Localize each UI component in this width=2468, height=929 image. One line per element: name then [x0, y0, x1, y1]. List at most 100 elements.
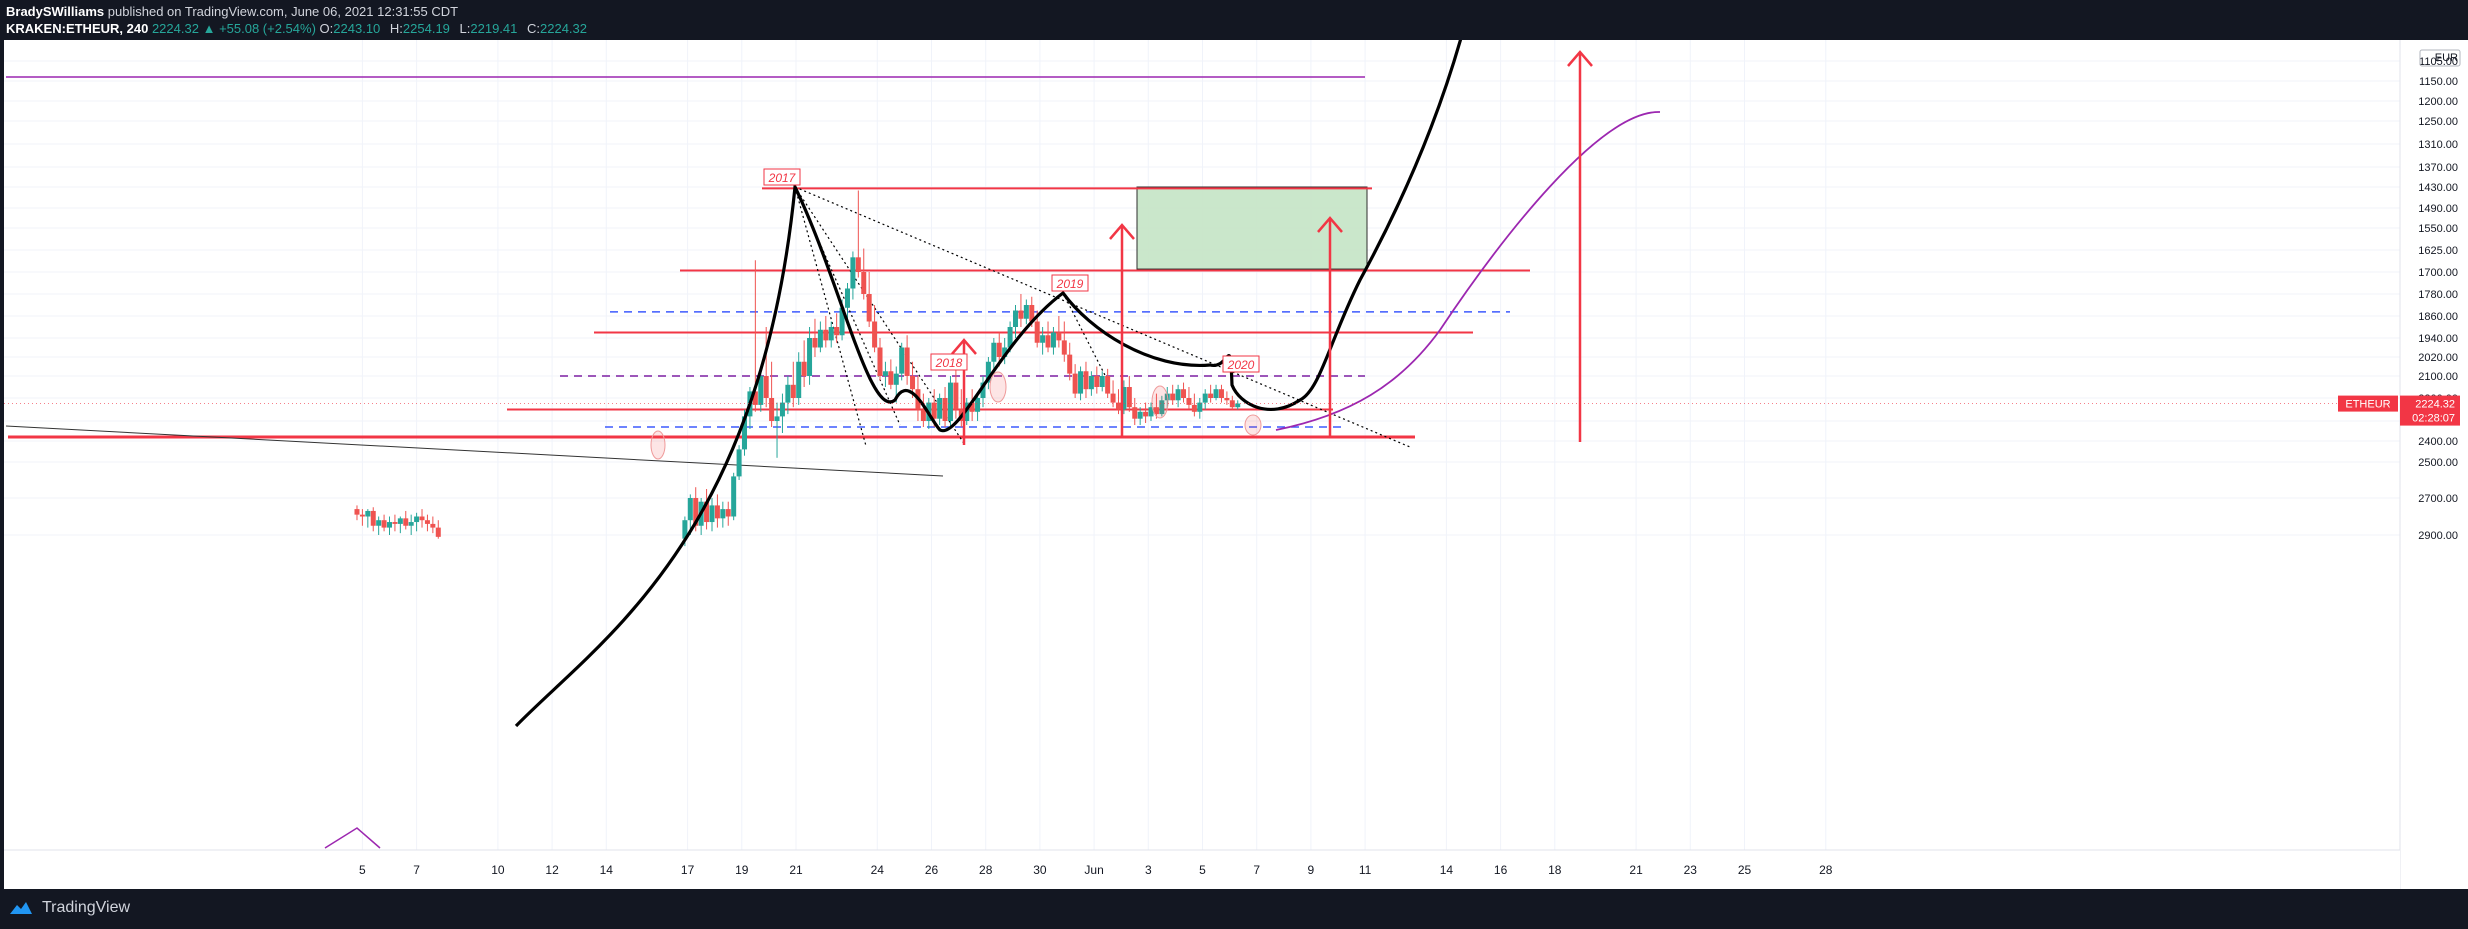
candle-body	[872, 321, 878, 348]
time-tick-label: 11	[1359, 863, 1372, 877]
close-value: 2224.32	[540, 21, 587, 36]
price-axis[interactable]: 1105.00 1150.00 1200.00 1250.00 1310.00 1370.…	[2399, 40, 2468, 889]
candle-body	[855, 257, 861, 272]
price-tick-label: 1625.00	[2418, 245, 2458, 257]
time-tick-label: 30	[1033, 863, 1047, 877]
price-tick-label: 2700.00	[2418, 493, 2458, 505]
candle-body	[1159, 400, 1165, 415]
author-name[interactable]: BradySWilliams	[6, 4, 105, 19]
candle-body	[704, 501, 710, 523]
tradingview-brand[interactable]: TradingView	[8, 899, 130, 917]
candle-body	[996, 342, 1002, 357]
time-tick-label: 28	[979, 863, 993, 877]
candle-body	[817, 329, 823, 348]
price-tick-label: 1105.00	[2419, 56, 2458, 68]
currency-label: EUR	[2435, 52, 2458, 64]
high-value: 2254.19	[402, 21, 450, 36]
high-label: H:	[389, 21, 403, 36]
symbol-tag-label: ETHEUR	[2345, 399, 2390, 411]
price-tick-label: 2900.00	[2418, 530, 2458, 542]
candle-body	[991, 342, 997, 362]
year-label-box	[1222, 355, 1260, 373]
candle-body	[359, 514, 365, 517]
arrow-head	[1317, 216, 1343, 233]
open-value: 2243.10	[333, 21, 381, 36]
time-tick-label: 14	[1440, 863, 1454, 877]
low-value: 2219.41	[470, 21, 518, 36]
publish-date: published on TradingView.com, June 06, 2…	[107, 4, 459, 19]
candle-body	[1018, 310, 1024, 319]
candle-body	[403, 518, 409, 526]
price-tick-label: 2100.00	[2418, 371, 2458, 383]
price-axis-bg	[2400, 40, 2468, 889]
candle-body	[682, 520, 688, 539]
candle-body	[742, 416, 748, 450]
candle-body	[1213, 389, 1219, 398]
candle-body	[370, 510, 376, 526]
purple-parabola	[1275, 111, 1661, 431]
tradingview-logo-icon	[10, 902, 32, 914]
trend-line	[5, 425, 944, 477]
price-chart[interactable]: 2017 2018 2019 2020 1105.00 1150.00 1200.00 12…	[0, 19, 2468, 889]
candle-body	[823, 329, 829, 341]
candle-body	[1034, 321, 1040, 343]
price-tick-label: 1490.00	[2418, 203, 2458, 215]
candle-body	[376, 520, 382, 526]
candle-body	[1115, 402, 1121, 410]
candle-body	[1099, 376, 1105, 387]
candle-body	[1110, 393, 1116, 403]
price-tick-label: 1370.00	[2418, 162, 2458, 174]
time-axis[interactable]: 5 7 10 12 14 17 19 21 24 26 28 30 Jun 3 5 7 9 11 14 16 18 21 2…	[4, 849, 2400, 889]
price-tick-label: 1780.00	[2418, 289, 2458, 301]
candle-body	[1143, 411, 1149, 417]
chart-area[interactable]: 2017 2018 2019 2020 1105.00 1150.00 1200.00 12…	[0, 19, 2468, 889]
arrow-head	[1109, 223, 1135, 240]
candle-body	[1029, 305, 1035, 322]
time-tick-label: 12	[545, 863, 559, 877]
time-tick-label: 21	[789, 863, 803, 877]
candle-body	[387, 522, 392, 528]
target-zone-box	[1136, 186, 1368, 270]
candle-body	[942, 398, 948, 421]
candle-body	[834, 327, 840, 336]
low-label: L:	[459, 21, 471, 36]
currency-badge	[2419, 49, 2461, 67]
candle-body	[1121, 387, 1127, 410]
candle-body	[1072, 373, 1078, 394]
candle-body	[882, 371, 888, 376]
dotted-trendline	[794, 186, 1411, 448]
year-label: 2019	[1056, 277, 1084, 291]
chart-footer: TradingView	[0, 889, 2468, 929]
candle-body	[354, 509, 360, 515]
time-tick-label: 14	[600, 863, 614, 877]
candle-body	[953, 382, 959, 410]
candle-body	[807, 338, 813, 376]
candle-body	[365, 510, 371, 517]
candle-body	[430, 523, 436, 528]
price-tick-label: 1860.00	[2418, 311, 2458, 323]
candle-body	[720, 509, 726, 519]
candle-body	[828, 327, 834, 341]
candle-body	[1105, 376, 1111, 394]
candle-body	[904, 347, 910, 376]
candle-body	[1007, 327, 1013, 348]
price-tick-label: 2500.00	[2418, 457, 2458, 469]
candle-body	[1045, 335, 1051, 348]
brand-name: TradingView	[42, 899, 131, 916]
price-tick-label: 1550.00	[2418, 223, 2458, 235]
candle-body	[1208, 393, 1214, 398]
time-tick-label: 18	[1548, 863, 1562, 877]
candle-body	[1224, 398, 1230, 401]
candle-body	[888, 371, 894, 385]
candle-body	[1088, 376, 1094, 390]
candle-body	[381, 520, 387, 528]
candle-body	[1002, 347, 1008, 357]
symbol-label[interactable]: KRAKEN:ETHEUR, 240	[6, 21, 149, 36]
candle-body	[1202, 393, 1208, 403]
candle-body	[861, 272, 867, 294]
candle-body	[1023, 305, 1029, 319]
candle-body	[1061, 340, 1067, 355]
candle-body	[980, 382, 986, 398]
candle-body	[844, 288, 850, 308]
close-label: C:	[527, 21, 540, 36]
